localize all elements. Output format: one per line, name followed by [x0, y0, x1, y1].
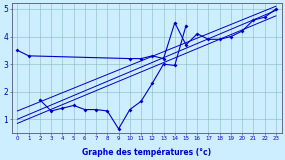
X-axis label: Graphe des températures (°c): Graphe des températures (°c) [82, 147, 211, 156]
